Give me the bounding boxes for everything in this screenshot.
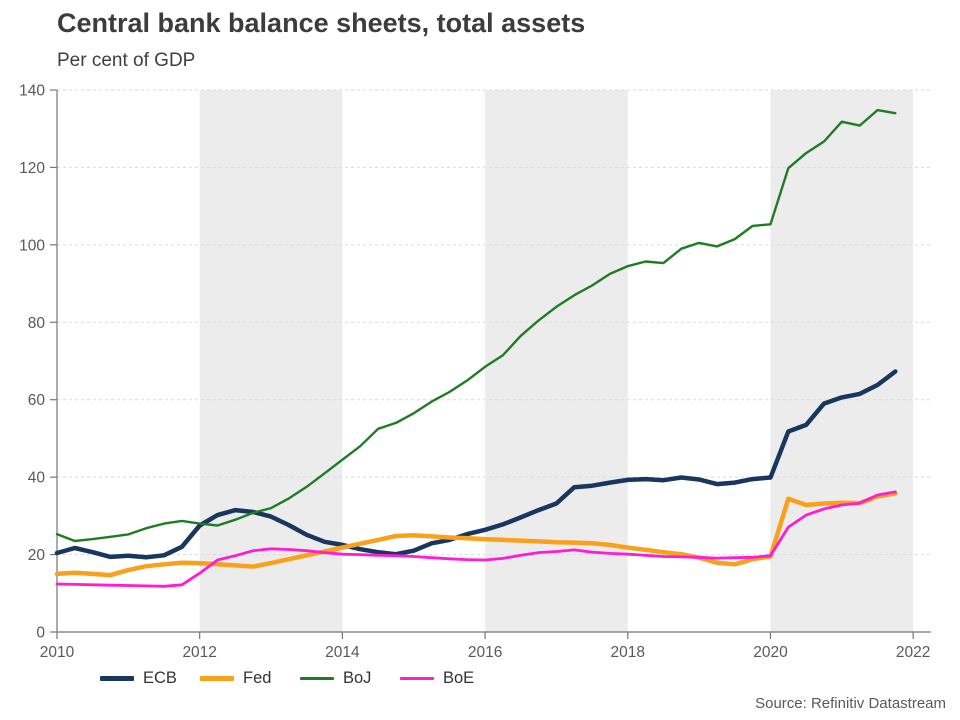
legend-label-boj: BoJ xyxy=(343,669,372,687)
chart-title: Central bank balance sheets, total asset… xyxy=(57,8,586,38)
x-tick-label: 2014 xyxy=(325,644,360,661)
legend-item-ecb: ECB xyxy=(100,669,200,688)
legend-item-boj: BoJ xyxy=(300,669,400,688)
x-tick-label: 2016 xyxy=(468,644,502,661)
legend-swatch-boj xyxy=(300,677,334,680)
x-tick-label: 2022 xyxy=(896,644,930,661)
x-tick-label: 2010 xyxy=(40,644,75,661)
source-credit: Source: Refinitiv Datastream xyxy=(755,695,946,712)
legend: ECB Fed BoJ BoE xyxy=(0,669,500,688)
series-line-boj xyxy=(55,108,897,543)
y-tick-label: 80 xyxy=(28,315,46,332)
y-tick-label: 0 xyxy=(36,625,45,642)
x-tick-label: 2018 xyxy=(611,644,645,661)
legend-label-ecb: ECB xyxy=(143,669,177,687)
series-line-boe xyxy=(55,490,897,588)
legend-swatch-boe xyxy=(400,677,434,680)
legend-item-fed: Fed xyxy=(200,669,300,688)
shaded-band xyxy=(770,90,914,632)
legend-item-boe: BoE xyxy=(400,669,500,688)
x-tick-label: 2020 xyxy=(753,644,788,661)
legend-swatch-ecb xyxy=(100,676,134,681)
chart-subtitle: Per cent of GDP xyxy=(57,50,196,71)
series-line-ecb xyxy=(54,369,898,560)
legend-label-boe: BoE xyxy=(443,669,475,687)
x-tick-label: 2012 xyxy=(182,644,216,661)
y-tick-label: 20 xyxy=(28,547,46,564)
legend-swatch-fed xyxy=(200,676,234,681)
y-tick-label: 60 xyxy=(28,392,46,409)
y-tick-label: 100 xyxy=(19,237,45,254)
y-tick-label: 120 xyxy=(19,160,45,177)
y-tick-label: 40 xyxy=(28,470,46,487)
y-tick-label: 140 xyxy=(19,83,45,100)
legend-label-fed: Fed xyxy=(243,669,272,687)
series-line-fed xyxy=(54,491,898,578)
